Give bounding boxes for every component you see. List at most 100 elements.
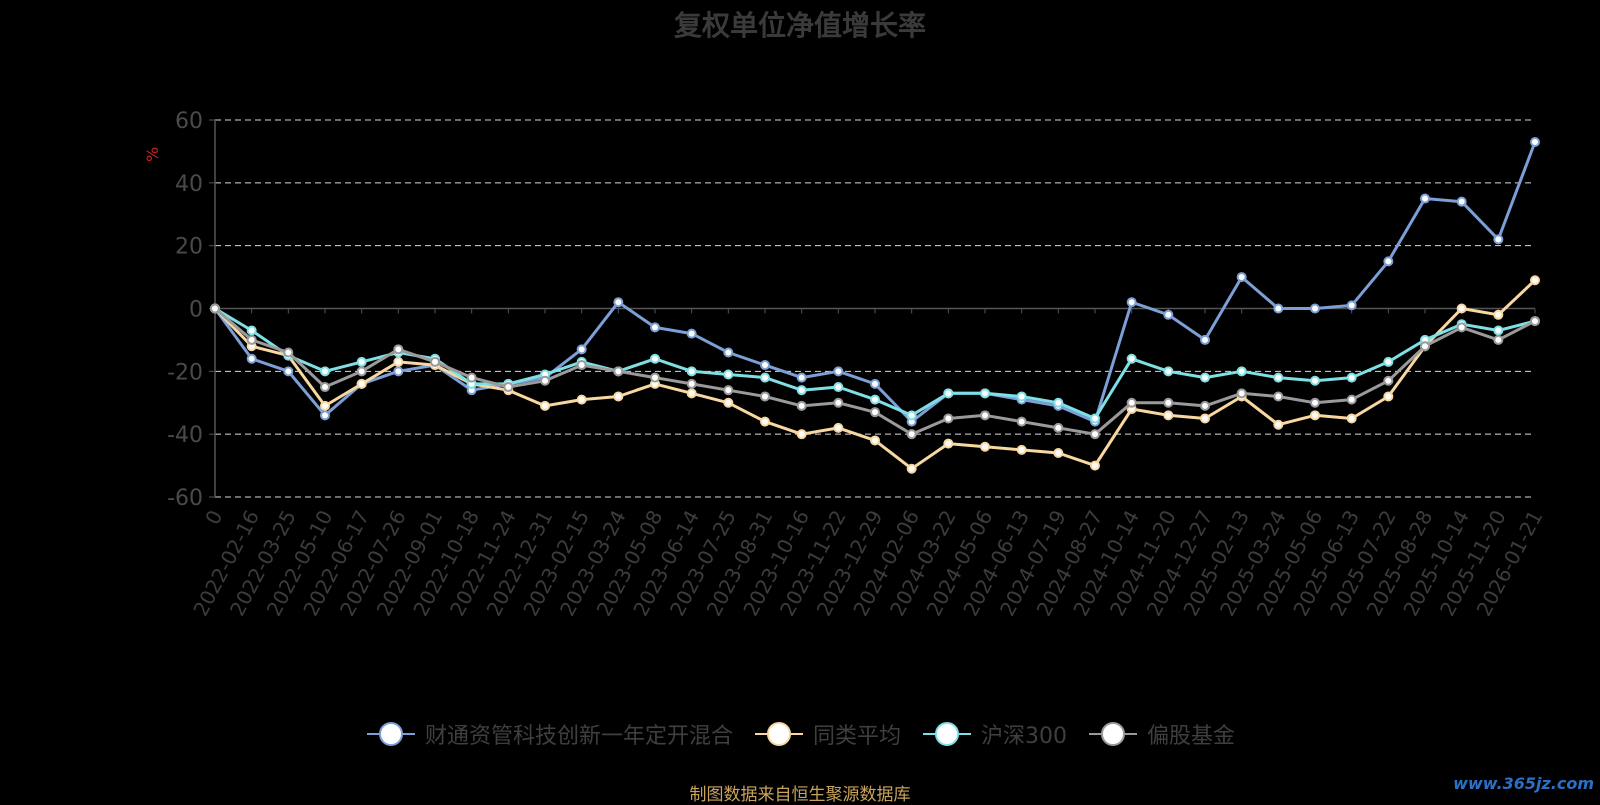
data-point bbox=[833, 366, 844, 377]
data-point bbox=[393, 356, 404, 367]
data-point bbox=[1493, 325, 1504, 336]
data-point bbox=[1200, 334, 1210, 345]
legend-swatch bbox=[754, 722, 803, 746]
data-point bbox=[466, 372, 477, 383]
x-tick-label: 0 bbox=[200, 506, 227, 529]
data-point bbox=[1530, 136, 1540, 147]
data-point bbox=[760, 391, 770, 402]
y-tick-label: 40 bbox=[175, 172, 203, 197]
data-point bbox=[1200, 372, 1210, 383]
data-point bbox=[1530, 316, 1540, 327]
data-point bbox=[686, 388, 697, 399]
data-point bbox=[1053, 397, 1064, 408]
data-point bbox=[796, 385, 807, 396]
data-point bbox=[356, 378, 367, 389]
source-note: 制图数据来自恒生聚源数据库 bbox=[689, 785, 911, 805]
data-point bbox=[1310, 303, 1320, 314]
legend-label: 沪深300 bbox=[981, 724, 1067, 749]
data-point bbox=[1493, 309, 1504, 320]
data-point bbox=[1053, 448, 1064, 459]
data-point bbox=[356, 356, 367, 367]
data-point bbox=[980, 441, 990, 452]
data-point bbox=[870, 378, 880, 389]
y-tick-label: 60 bbox=[175, 109, 203, 134]
data-point bbox=[430, 356, 440, 367]
data-point bbox=[540, 400, 550, 411]
data-point bbox=[576, 394, 587, 405]
data-point bbox=[1273, 419, 1284, 430]
data-point bbox=[906, 410, 917, 421]
data-point bbox=[1163, 397, 1174, 408]
data-point bbox=[1236, 388, 1247, 399]
data-point bbox=[1273, 372, 1284, 383]
data-point bbox=[540, 375, 550, 386]
data-point bbox=[1200, 400, 1210, 411]
data-point bbox=[1016, 444, 1027, 455]
data-point bbox=[980, 388, 990, 399]
data-point bbox=[1200, 413, 1210, 424]
data-point bbox=[760, 360, 770, 371]
data-point bbox=[723, 385, 734, 396]
legend-label: 同类平均 bbox=[812, 724, 901, 749]
data-point bbox=[1163, 410, 1174, 421]
data-point bbox=[1273, 391, 1284, 402]
data-point bbox=[1346, 394, 1357, 405]
data-point bbox=[246, 334, 257, 345]
data-point bbox=[503, 382, 514, 393]
data-point bbox=[283, 366, 294, 377]
y-tick-label: -40 bbox=[167, 423, 203, 448]
data-point bbox=[1090, 413, 1100, 424]
legend-item[interactable]: 同类平均 bbox=[753, 718, 901, 750]
data-point bbox=[686, 378, 697, 389]
data-point bbox=[1126, 353, 1137, 364]
data-point bbox=[1310, 375, 1320, 386]
data-point bbox=[723, 369, 734, 380]
legend-item[interactable]: 沪深300 bbox=[921, 718, 1067, 750]
data-point bbox=[1053, 422, 1064, 433]
data-point bbox=[1456, 196, 1467, 207]
data-point bbox=[906, 429, 917, 440]
data-point bbox=[760, 372, 770, 383]
chart-title: 复权单位净值增长率 bbox=[673, 9, 926, 42]
legend-marker bbox=[378, 722, 403, 746]
data-point bbox=[283, 347, 294, 358]
data-point bbox=[870, 407, 880, 418]
data-point bbox=[1273, 303, 1284, 314]
data-point bbox=[650, 372, 660, 383]
data-point bbox=[980, 410, 990, 421]
data-point bbox=[1420, 341, 1430, 352]
data-point bbox=[576, 344, 587, 355]
data-point bbox=[1346, 372, 1357, 383]
data-point bbox=[943, 438, 954, 449]
data-point bbox=[943, 388, 954, 399]
data-point bbox=[1310, 410, 1320, 421]
data-point bbox=[1383, 375, 1394, 386]
data-point bbox=[576, 360, 587, 371]
data-point bbox=[320, 366, 330, 377]
y-tick-label: 20 bbox=[175, 235, 203, 260]
legend: 财通资管科技创新一年定开混合 同类平均 沪深300 偏股基金 bbox=[0, 718, 1600, 750]
legend-marker bbox=[766, 722, 791, 746]
data-point bbox=[1016, 416, 1027, 427]
legend-swatch bbox=[923, 722, 971, 746]
y-tick-label: 0 bbox=[189, 298, 203, 323]
data-point bbox=[1346, 300, 1357, 311]
data-point bbox=[1383, 256, 1394, 267]
legend-item[interactable]: 财通资管科技创新一年定开混合 bbox=[365, 718, 733, 750]
data-point bbox=[1163, 366, 1174, 377]
data-point bbox=[1493, 234, 1504, 245]
data-point bbox=[723, 397, 734, 408]
data-point bbox=[1090, 460, 1100, 471]
data-point bbox=[1456, 303, 1467, 314]
data-point bbox=[1420, 193, 1430, 204]
data-point bbox=[210, 303, 220, 314]
data-point bbox=[613, 297, 624, 308]
data-point bbox=[1310, 397, 1320, 408]
data-point bbox=[796, 429, 807, 440]
data-point bbox=[870, 435, 880, 446]
data-point bbox=[833, 422, 844, 433]
data-point bbox=[1236, 366, 1247, 377]
y-tick-label: -20 bbox=[167, 360, 203, 385]
data-point bbox=[1163, 309, 1174, 320]
legend-item[interactable]: 偏股基金 bbox=[1087, 718, 1235, 750]
